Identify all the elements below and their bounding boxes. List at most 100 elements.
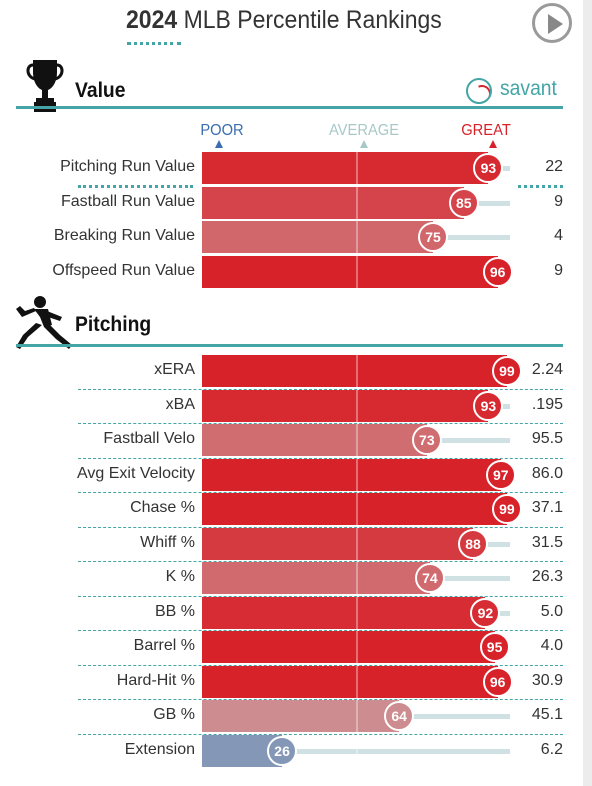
bar-track — [202, 748, 510, 754]
row-label: Pitching Run Value — [60, 158, 195, 175]
page-title: 2024 MLB Percentile Rankings — [126, 6, 442, 35]
title-text: MLB Percentile Rankings — [183, 6, 442, 34]
percentile-circle: 93 — [473, 153, 504, 183]
percentile-bar — [202, 458, 501, 491]
row-divider — [78, 664, 563, 666]
row-divider — [78, 699, 563, 700]
great-arrow-icon — [489, 140, 497, 148]
bar-midline — [356, 631, 358, 663]
row-divider — [78, 561, 563, 562]
percentile-circle: 88 — [458, 528, 489, 559]
percentile-bar — [202, 152, 489, 184]
percentile-circle: 95 — [479, 632, 510, 662]
bar-midline — [356, 596, 358, 629]
stat-value: 2.24 — [531, 361, 563, 378]
bar-midline — [356, 665, 358, 698]
row-divider-highlight — [518, 185, 563, 188]
stat-value: 95.5 — [531, 430, 563, 447]
pitching-section-title: Pitching — [75, 313, 152, 336]
bar-midline — [356, 493, 358, 525]
bar-midline — [356, 255, 358, 288]
row-label: Fastball Velo — [103, 430, 195, 447]
row-divider — [78, 526, 563, 528]
percentile-bar — [202, 527, 474, 560]
bar-midline — [356, 458, 358, 491]
row-label: Breaking Run Value — [53, 227, 195, 244]
percentile-circle: 96 — [482, 256, 513, 287]
scale-average-label: AVERAGE — [328, 122, 400, 139]
poor-arrow-icon — [215, 140, 223, 148]
stat-value: 37.1 — [531, 499, 563, 516]
savant-text: savant — [500, 77, 557, 100]
stat-value: .195 — [531, 395, 563, 413]
percentile-bar — [202, 631, 495, 663]
bar-midline — [356, 186, 358, 219]
stat-value: 22 — [545, 158, 563, 175]
row-label: xERA — [154, 361, 195, 378]
bar-midline — [356, 355, 358, 387]
row-label: Chase % — [130, 499, 195, 516]
row-label: Fastball Run Value — [61, 192, 195, 210]
average-arrow-icon — [360, 140, 368, 148]
bar-midline — [356, 221, 358, 253]
row-divider — [78, 630, 563, 631]
bar-midline — [356, 152, 358, 184]
percentile-bar — [202, 596, 486, 629]
percentile-bar — [202, 700, 400, 732]
row-divider — [78, 423, 563, 424]
percentile-bar — [202, 562, 430, 594]
percentile-circle: 96 — [482, 666, 513, 697]
percentile-bar — [202, 186, 464, 219]
bar-midline — [356, 700, 358, 732]
scale-poor-label: POOR — [200, 122, 244, 139]
scrollbar[interactable] — [583, 0, 592, 786]
title-year: 2024 — [126, 6, 178, 34]
percentile-bar — [202, 255, 498, 288]
bar-midline — [356, 527, 358, 560]
scale-great-label: GREAT — [461, 122, 511, 139]
value-section-title: Value — [75, 79, 126, 102]
stat-value: 26.3 — [531, 568, 563, 585]
row-divider — [78, 733, 563, 735]
bar-midline — [356, 389, 358, 422]
percentile-bar — [202, 493, 507, 525]
percentile-bar — [202, 389, 489, 422]
row-label: Avg Exit Velocity — [77, 464, 195, 482]
title-underline — [127, 42, 181, 45]
row-divider — [78, 457, 563, 459]
row-label: xBA — [165, 395, 195, 413]
stat-value: 86.0 — [531, 464, 563, 482]
stat-value: 4 — [554, 227, 563, 244]
stat-value: 5.0 — [540, 602, 563, 620]
percentile-circle: 74 — [414, 563, 445, 593]
row-divider — [78, 388, 563, 390]
row-label: Extension — [124, 740, 195, 758]
stat-value: 31.5 — [531, 533, 563, 551]
percentile-circle: 99 — [491, 356, 522, 386]
percentile-circle: 97 — [485, 459, 516, 490]
percentile-bar — [202, 355, 507, 387]
stat-value: 45.1 — [531, 706, 563, 723]
percentile-bar — [202, 665, 498, 698]
stat-value: 30.9 — [531, 671, 563, 689]
percentile-circle: 26 — [267, 735, 298, 766]
percentile-bar — [202, 424, 427, 456]
row-label: K % — [165, 568, 195, 585]
pitcher-icon — [16, 296, 72, 349]
stat-value: 6.2 — [540, 740, 563, 758]
row-label: Offspeed Run Value — [52, 261, 195, 279]
percentile-circle: 73 — [411, 425, 442, 455]
row-divider — [78, 492, 563, 493]
value-section-line — [16, 106, 563, 109]
row-label: Barrel % — [133, 637, 195, 654]
bar-midline — [356, 424, 358, 456]
stat-value: 9 — [554, 261, 563, 279]
play-button[interactable] — [532, 3, 572, 43]
row-label: Whiff % — [140, 533, 195, 551]
baseball-icon — [466, 78, 492, 104]
percentile-bar — [202, 221, 433, 253]
row-label: Hard-Hit % — [116, 671, 195, 689]
stat-value: 4.0 — [540, 637, 563, 654]
bar-midline — [356, 734, 358, 767]
stat-value: 9 — [554, 192, 563, 210]
